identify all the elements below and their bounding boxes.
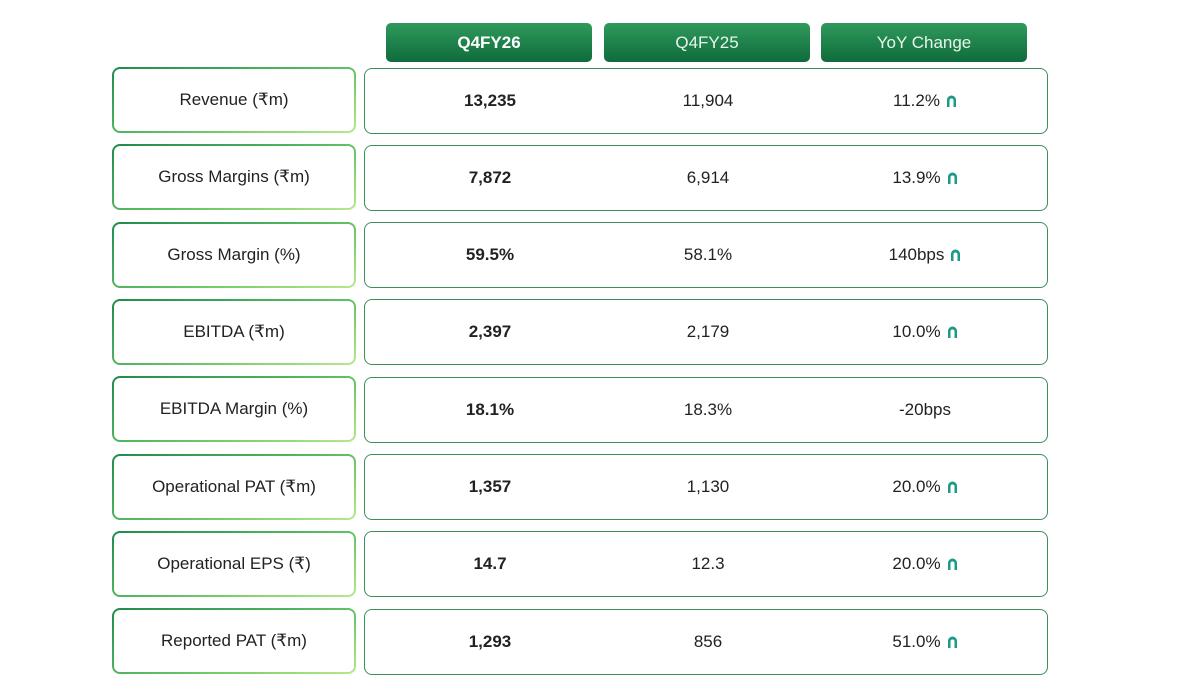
cell-text: 58.1% (683, 245, 733, 265)
cell-text: 20.0% (892, 477, 941, 496)
cell: 140bps (822, 223, 1028, 287)
cell: 51.0% (822, 610, 1028, 674)
row-label: Revenue (₹m) (112, 67, 356, 133)
up-icon (947, 558, 957, 571)
up-icon-shape (947, 558, 957, 571)
up-icon-shape (951, 249, 961, 262)
cell-text: 1,357 (468, 477, 512, 496)
cell: 1,130 (605, 455, 811, 519)
up-icon (947, 481, 957, 493)
cell: 20.0% (822, 455, 1028, 519)
cell: 10.0% (822, 300, 1028, 364)
up-icon (947, 636, 957, 648)
cell-text: 13,235 (464, 90, 516, 110)
row-values: 13,235 11,904 11.2% (364, 67, 1048, 134)
row-values: 59.5% 58.1% 140bps (364, 222, 1048, 289)
cell-text: 2,397 (468, 322, 512, 342)
row-label: Gross Margin (%) (112, 222, 356, 288)
row-values: 18.1% 18.3% -20bps (364, 376, 1048, 443)
up-icon (947, 326, 957, 339)
cell-text: 14.7 (473, 554, 507, 574)
cell: 2,397 (387, 300, 593, 364)
cell-text: 1,130 (686, 477, 730, 496)
cell: -20bps (822, 378, 1028, 442)
cell-text: 1,293 (468, 631, 512, 651)
up-icon-shape (947, 481, 957, 493)
cell: 1,357 (387, 455, 593, 519)
cell-text: 856 (693, 631, 723, 651)
up-icon (951, 249, 961, 262)
cell: 1,293 (387, 610, 593, 674)
up-icon (946, 95, 956, 107)
cell: 18.3% (605, 378, 811, 442)
up-icon (947, 172, 957, 184)
cell: 58.1% (605, 223, 811, 287)
row-values: 7,872 6,914 13.9% (364, 144, 1048, 211)
cell-text: 6,914 (686, 167, 730, 187)
cell: 18.1% (387, 378, 593, 442)
up-icon-shape (947, 172, 957, 184)
cell: 6,914 (605, 146, 811, 210)
cell-text: 7,872 (468, 167, 512, 187)
cell: 12.3 (605, 532, 811, 596)
cell: 11.2% (822, 69, 1028, 133)
cell-text: 20.0% (892, 554, 941, 574)
row-label: Reported PAT (₹m) (112, 608, 356, 674)
up-icon-shape (947, 636, 957, 648)
row-label: Gross Margins (₹m) (112, 144, 356, 210)
cell-text: 2,179 (686, 322, 730, 342)
cell-text: -20bps (899, 399, 951, 419)
cell: 20.0% (822, 532, 1028, 596)
column-header: Q4FY25 (604, 23, 810, 62)
cell-text: 12.3 (691, 554, 725, 574)
cell-text: 59.5% (465, 245, 515, 265)
column-header: Q4FY26 (386, 23, 592, 62)
row-label: Operational EPS (₹) (112, 531, 356, 597)
cell-text: 51.0% (892, 631, 941, 651)
cell: 11,904 (605, 69, 811, 133)
row-label: Operational PAT (₹m) (112, 454, 356, 520)
cell-text: 18.3% (683, 399, 733, 419)
cell-text: 13.9% (892, 167, 941, 187)
row-values: 1,357 1,130 20.0% (364, 454, 1048, 520)
cell-text: 11,904 (682, 90, 734, 110)
column-header: YoY Change (821, 23, 1027, 62)
row-label: EBITDA (₹m) (112, 299, 356, 365)
cell-text: 10.0% (892, 322, 941, 342)
cell: 59.5% (387, 223, 593, 287)
cell: 13,235 (387, 69, 593, 133)
row-values: 14.7 12.3 20.0% (364, 531, 1048, 598)
cell: 856 (605, 610, 811, 674)
cell-text: 11.2% (893, 90, 940, 110)
up-icon-shape (947, 326, 957, 339)
row-values: 2,397 2,179 10.0% (364, 299, 1048, 366)
cell-text: 18.1% (465, 399, 515, 419)
row-values: 1,293 856 51.0% (364, 608, 1048, 675)
cell: 13.9% (822, 146, 1028, 210)
cell-text: 140bps (888, 245, 945, 265)
row-label: EBITDA Margin (%) (112, 376, 356, 442)
cell: 14.7 (387, 532, 593, 596)
up-icon-shape (946, 95, 956, 107)
cell: 7,872 (387, 146, 593, 210)
cell: 2,179 (605, 300, 811, 364)
